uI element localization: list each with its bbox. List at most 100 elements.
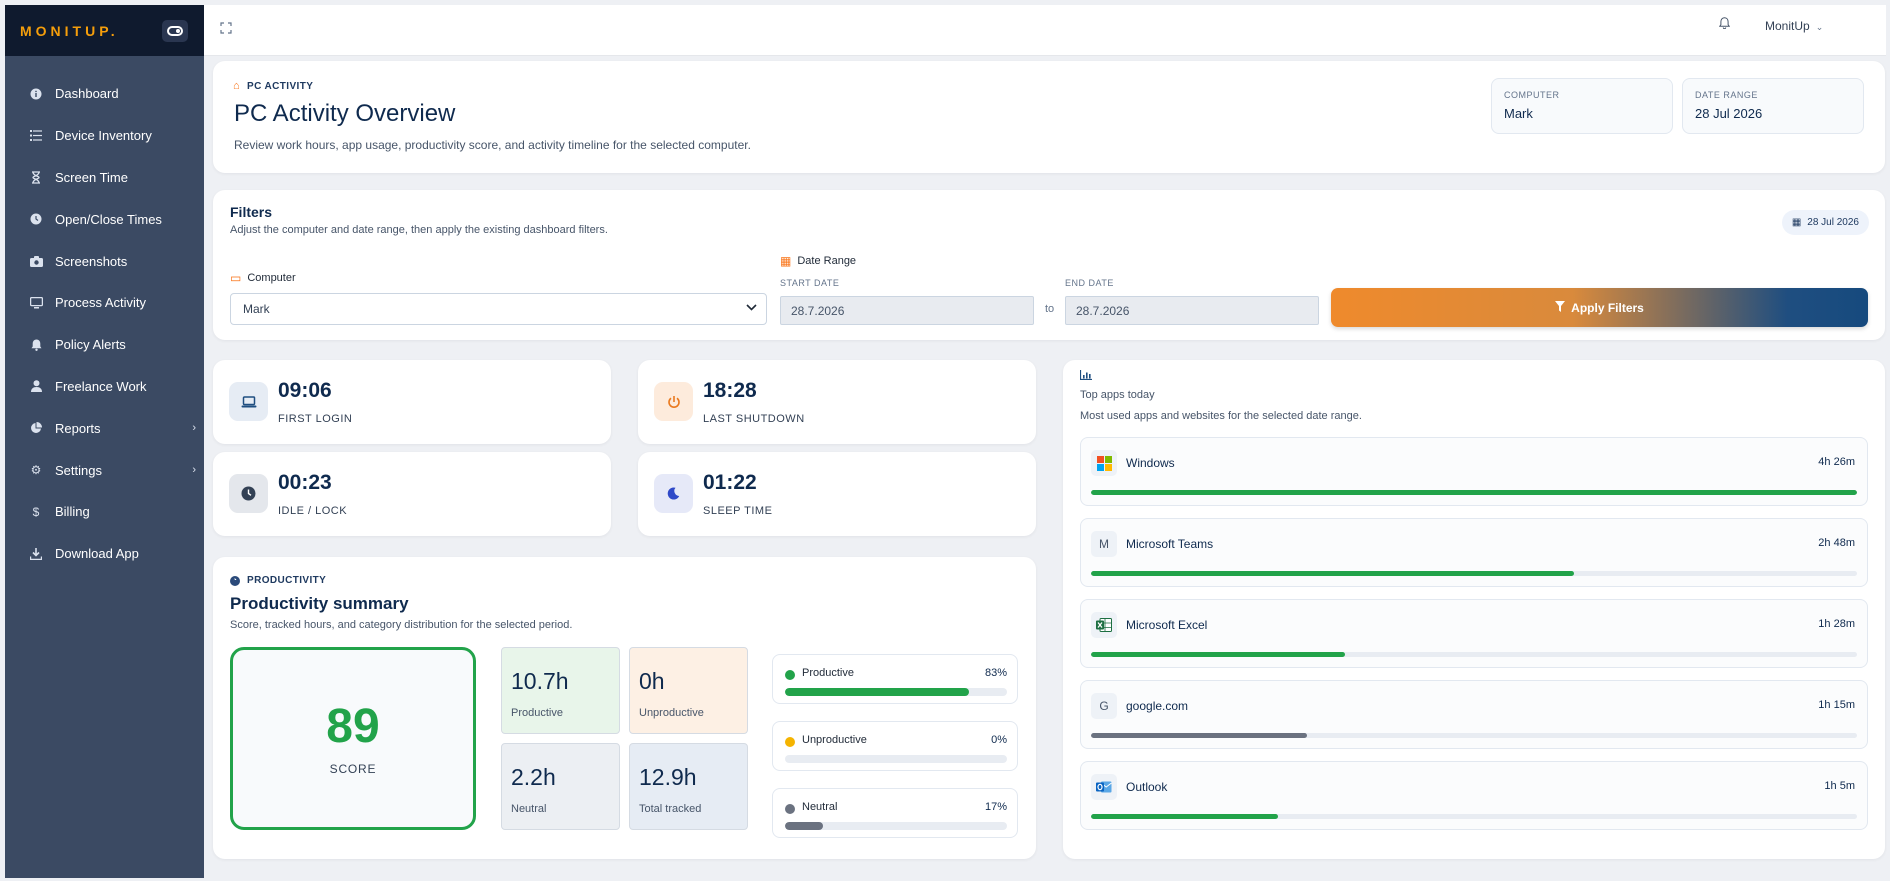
sidebar-item-label: Download App — [55, 546, 139, 562]
eyebrow-text: PC ACTIVITY — [247, 80, 314, 92]
app-row-windows[interactable]: Windows 4h 26m — [1080, 437, 1868, 506]
app-row-google[interactable]: G google.com 1h 15m — [1080, 680, 1868, 749]
user-name: MonitUp — [1765, 19, 1810, 33]
category-progress-fill — [785, 688, 970, 696]
start-date-value: 28.7.2026 — [791, 303, 845, 318]
clock-icon — [29, 212, 43, 226]
last-shutdown-value: 18:28 — [703, 379, 757, 402]
date-range-label-text: Date Range — [797, 255, 857, 267]
laptop-icon — [229, 382, 268, 421]
neutral-hours-tile: 2.2h Neutral — [501, 743, 620, 830]
category-percent: 17% — [984, 801, 1007, 813]
sidebar-item-screen-time[interactable]: Screen Time — [5, 157, 204, 199]
apply-filters-button[interactable]: Apply Filters — [1331, 288, 1868, 327]
sidebar-item-freelance-work[interactable]: Freelance Work — [5, 366, 204, 408]
sidebar-item-process-activity[interactable]: Process Activity — [5, 282, 204, 324]
sidebar-item-label: Billing — [55, 504, 90, 520]
category-progress — [785, 688, 1007, 696]
sidebar-item-billing[interactable]: $ Billing — [5, 491, 204, 533]
sidebar-item-policy-alerts[interactable]: Policy Alerts — [5, 324, 204, 366]
sidebar-toggle-button[interactable] — [162, 19, 188, 42]
monitor-icon — [29, 296, 43, 310]
sidebar-item-settings[interactable]: ⚙ Settings › — [5, 449, 204, 491]
app-duration: 4h 26m — [1818, 456, 1855, 468]
idle-lock-value: 00:23 — [278, 471, 332, 494]
gear-icon: ⚙ — [30, 463, 42, 478]
score-panel: 89 SCORE — [230, 647, 476, 830]
date-range-filter-label: ▦ Date Range — [780, 254, 856, 268]
sidebar-item-label: Freelance Work — [55, 378, 147, 394]
app-name: Outlook — [1126, 780, 1168, 794]
date-range-meta-value: 28 Jul 2026 — [1695, 106, 1763, 121]
tile-label: Neutral — [511, 803, 547, 815]
status-dot — [785, 804, 795, 814]
top-apps-title: Top apps today — [1080, 389, 1155, 401]
sidebar-item-screenshots[interactable]: Screenshots — [5, 240, 204, 282]
date-badge-text: 28 Jul 2026 — [1807, 217, 1859, 228]
category-name: Unproductive — [802, 734, 867, 746]
sidebar-item-label: Process Activity — [55, 295, 147, 311]
app-row-outlook[interactable]: Outlook 1h 5m — [1080, 761, 1868, 830]
score-value: 89 — [326, 700, 380, 753]
app-row-microsoft-excel[interactable]: Microsoft Excel 1h 28m — [1080, 599, 1868, 668]
page-subtitle: Review work hours, app usage, productivi… — [234, 138, 751, 152]
filters-card: Filters Adjust the computer and date ran… — [213, 190, 1885, 340]
sidebar-item-download-app[interactable]: Download App — [5, 533, 204, 575]
windows-logo-icon — [1091, 450, 1117, 476]
end-date-input[interactable]: 28.7.2026 — [1065, 296, 1319, 325]
sleep-time-value: 01:22 — [703, 471, 757, 494]
first-login-value: 09:06 — [278, 379, 332, 402]
category-percent: 0% — [991, 734, 1007, 746]
idle-lock-card: 00:23 IDLE / LOCK — [213, 452, 611, 536]
app-usage-fill — [1091, 571, 1575, 576]
start-date-input[interactable]: 28.7.2026 — [780, 296, 1034, 325]
sleep-time-label: SLEEP TIME — [703, 505, 773, 517]
unproductive-hours-tile: 0h Unproductive — [629, 647, 748, 734]
sidebar-item-open-close-times[interactable]: Open/Close Times — [5, 198, 204, 240]
computer-label-text: Computer — [247, 272, 296, 284]
category-productive: Productive 83% — [772, 654, 1018, 704]
tile-label: Productive — [511, 707, 563, 719]
app-name: Microsoft Teams — [1126, 537, 1214, 551]
productive-hours-tile: 10.7h Productive — [501, 647, 620, 734]
apply-filters-label: Apply Filters — [1571, 300, 1644, 315]
sidebar-item-device-inventory[interactable]: Device Inventory — [5, 115, 204, 157]
end-date-value: 28.7.2026 — [1076, 303, 1130, 318]
app-row-microsoft-teams[interactable]: M Microsoft Teams 2h 48m — [1080, 518, 1868, 587]
computer-select[interactable]: Mark — [230, 293, 767, 325]
list-icon — [29, 129, 43, 143]
user-menu[interactable]: MonitUp ⌄ — [1765, 19, 1823, 33]
sidebar-item-label: Open/Close Times — [55, 211, 162, 227]
sidebar-item-label: Policy Alerts — [55, 337, 126, 353]
productivity-eyebrow: ◔ PRODUCTIVITY — [230, 575, 326, 586]
productivity-eyebrow-text: PRODUCTIVITY — [247, 575, 327, 586]
category-name: Neutral — [802, 801, 838, 813]
page-eyebrow: ⌂ PC ACTIVITY — [233, 80, 313, 92]
excel-logo-icon — [1091, 612, 1117, 638]
total-tracked-tile: 12.9h Total tracked — [629, 743, 748, 830]
monitor-icon: ▭ — [230, 271, 242, 285]
sidebar-item-label: Reports — [55, 420, 101, 436]
top-apps-card: Top apps today Most used apps and websit… — [1063, 360, 1885, 859]
sidebar-item-reports[interactable]: Reports › — [5, 407, 204, 449]
brand-logo[interactable]: MONITUP. — [20, 22, 119, 39]
tile-value: 12.9h — [639, 764, 697, 790]
page-header-card: ⌂ PC ACTIVITY PC Activity Overview Revie… — [213, 61, 1885, 173]
tile-value: 10.7h — [511, 668, 569, 694]
dollar-icon: $ — [32, 504, 40, 519]
fullscreen-icon[interactable] — [220, 21, 232, 34]
status-dot — [785, 670, 795, 680]
chevron-right-icon: › — [192, 422, 196, 435]
app-usage-progress — [1091, 571, 1857, 576]
bar-chart-icon — [1079, 369, 1092, 383]
sidebar-item-dashboard[interactable]: Dashboard — [5, 73, 204, 115]
app-duration: 1h 28m — [1818, 618, 1855, 630]
chevron-down-icon: ⌄ — [1815, 22, 1824, 32]
calendar-icon: ▦ — [1791, 217, 1802, 228]
app-name: Microsoft Excel — [1126, 618, 1208, 632]
notifications-bell-icon[interactable] — [1718, 17, 1731, 32]
app-duration: 1h 15m — [1818, 699, 1855, 711]
first-login-label: FIRST LOGIN — [278, 413, 353, 425]
computer-meta-label: COMPUTER — [1504, 90, 1560, 100]
activity-icon: ⌂ — [233, 80, 241, 92]
